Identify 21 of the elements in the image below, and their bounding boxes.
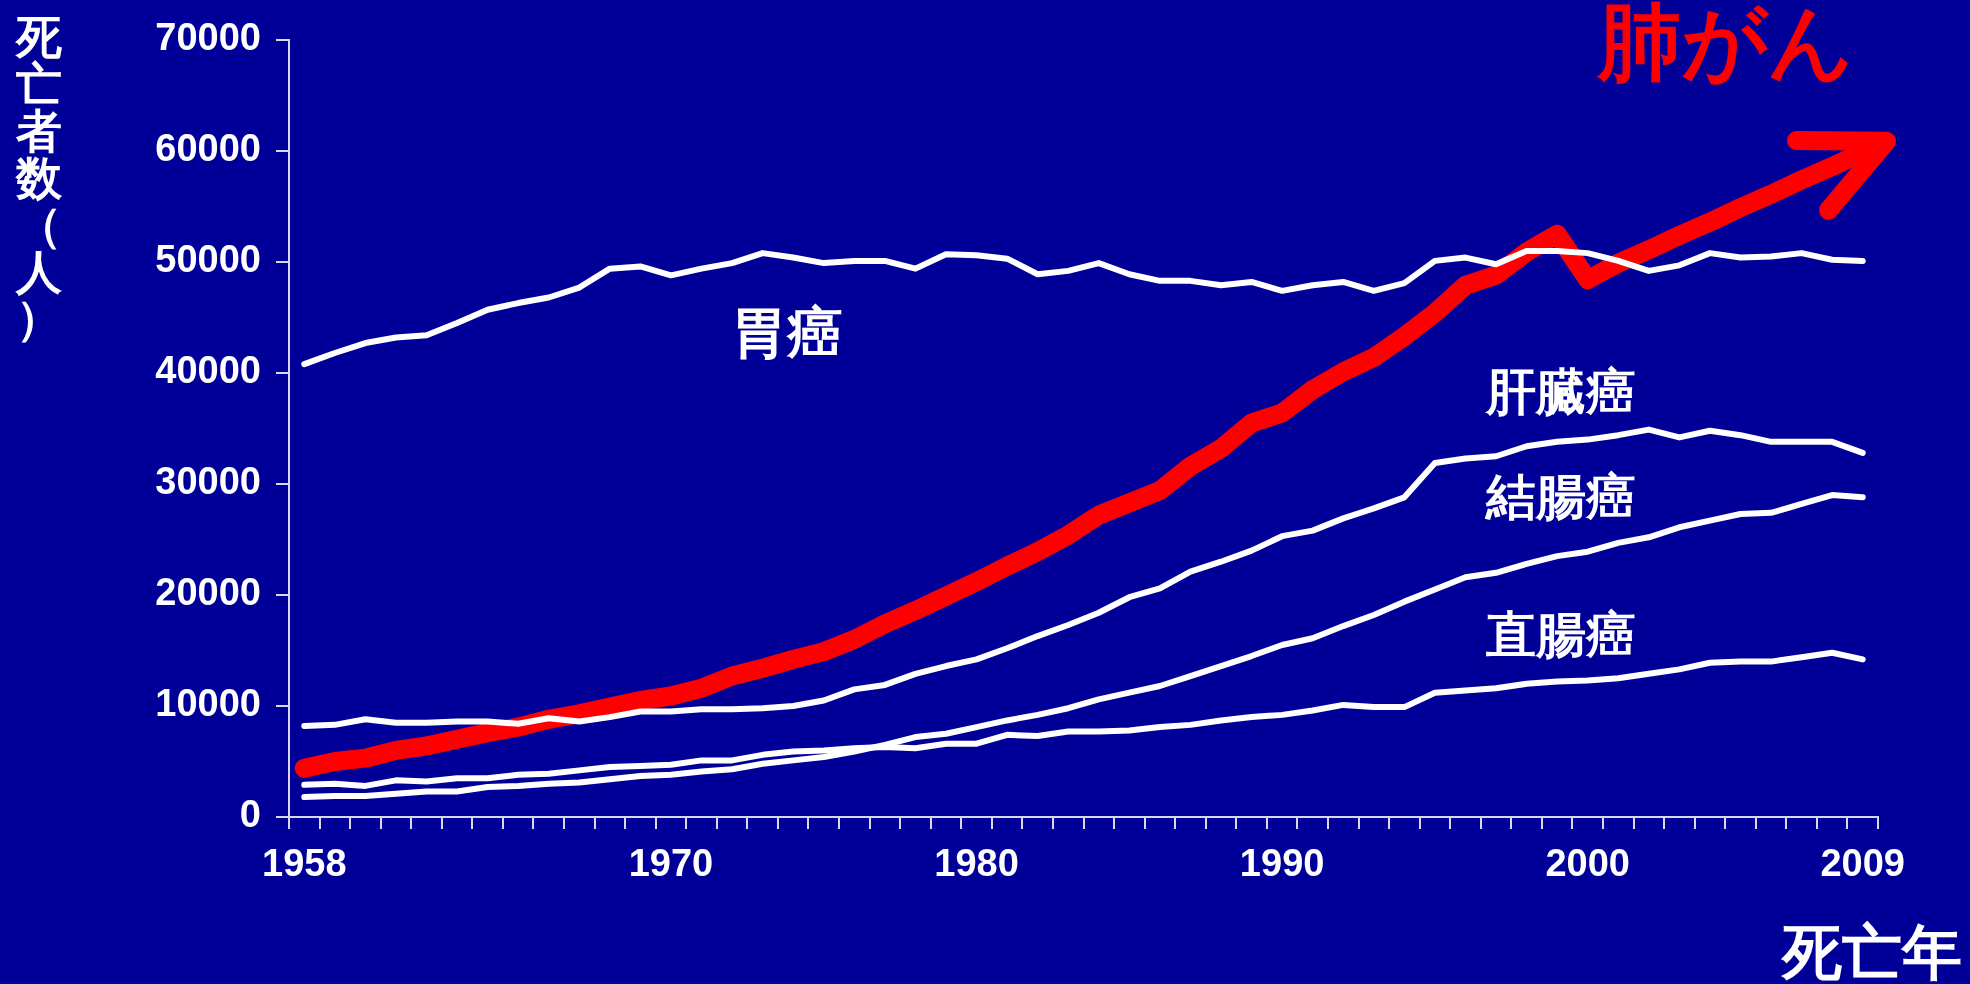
y-tick-label: 20000 bbox=[155, 571, 261, 614]
x-tick-label: 1958 bbox=[262, 842, 347, 885]
series-label: 肺がん bbox=[1596, 0, 1855, 92]
x-tick-label: 1990 bbox=[1239, 842, 1325, 885]
x-axis-title: 死亡年 bbox=[1782, 917, 1962, 984]
x-tick-label: 2000 bbox=[1545, 842, 1630, 885]
y-tick-label: 50000 bbox=[155, 238, 261, 281]
x-tick-label: 2009 bbox=[1820, 842, 1905, 885]
y-tick-label: 0 bbox=[239, 793, 261, 836]
x-tick-label: 1980 bbox=[934, 842, 1019, 885]
series-label: 肝臓癌 bbox=[1484, 362, 1637, 421]
series-label: 結腸癌 bbox=[1484, 468, 1637, 527]
series-label: 胃癌 bbox=[731, 300, 844, 366]
y-tick-label: 10000 bbox=[155, 682, 261, 725]
x-tick-label: 1970 bbox=[628, 842, 714, 885]
y-tick-label: 60000 bbox=[155, 127, 261, 170]
y-axis-title: 死亡者数（人） bbox=[16, 10, 62, 346]
y-tick-label: 70000 bbox=[155, 16, 261, 59]
y-tick-label: 40000 bbox=[155, 349, 261, 392]
series-label: 直腸癌 bbox=[1485, 605, 1637, 664]
y-tick-label: 30000 bbox=[155, 460, 261, 503]
